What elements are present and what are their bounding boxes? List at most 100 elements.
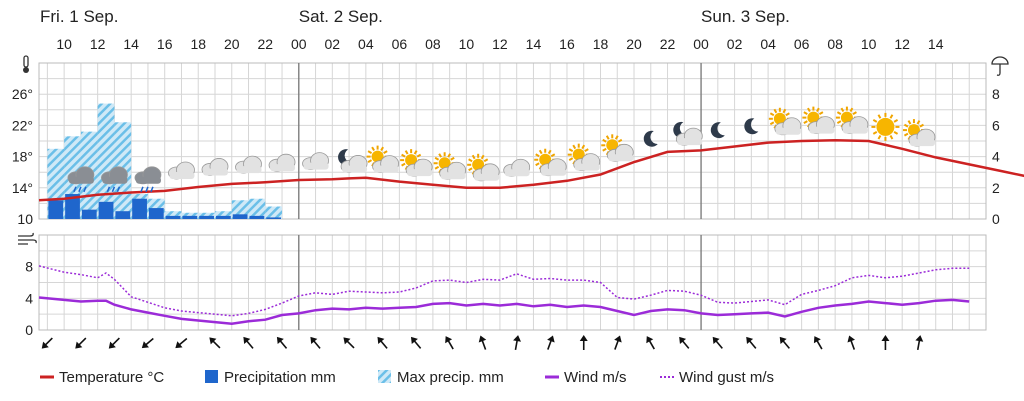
- arrow-head: [679, 336, 687, 345]
- moon-shape: [338, 149, 353, 166]
- umbrella-icon: [991, 56, 1009, 76]
- sun-ray: [852, 111, 857, 115]
- partly-sunny-icon: [601, 134, 634, 162]
- sun-ray: [584, 148, 589, 153]
- arrow-head: [813, 336, 821, 344]
- arrow-head: [410, 336, 418, 345]
- partly-sunny-icon: [433, 152, 467, 180]
- rain-drop: [145, 186, 149, 193]
- rain-drop: [116, 186, 121, 193]
- hour-tick-label: 22: [257, 36, 273, 52]
- partly-sunny-icon: [467, 153, 500, 182]
- moon-shape: [710, 122, 725, 139]
- wind-direction-arrow: [243, 336, 254, 349]
- cloud-shape: [504, 169, 530, 177]
- wind-direction-arrow: [881, 335, 890, 350]
- wind-direction-arrow: [75, 337, 87, 349]
- precipitation-bar: [266, 217, 282, 219]
- wind-direction-arrow: [847, 335, 856, 350]
- sun-ray: [480, 154, 485, 160]
- wind-direction-arrow: [679, 336, 690, 349]
- wind-icon: [18, 232, 37, 245]
- legend-swatch: [378, 370, 391, 383]
- moon-shape: [643, 130, 658, 147]
- arrow-head: [377, 336, 385, 345]
- wind-direction-arrow: [579, 335, 588, 350]
- wind-tick-label: 0: [25, 322, 33, 338]
- rain-drop: [111, 186, 116, 193]
- arrow-head: [746, 336, 754, 345]
- wind-tick-label: 4: [25, 290, 33, 306]
- temperature-tick-label: 22°: [12, 117, 33, 133]
- legend: Temperature °C Precipitation mm Max precip…: [40, 369, 774, 386]
- sun-ray: [903, 132, 909, 137]
- sun-ray: [367, 159, 373, 163]
- hour-tick-label: 00: [291, 36, 307, 52]
- sun-ray: [782, 108, 787, 114]
- rain-drop: [78, 186, 82, 193]
- hour-tick-label: 08: [425, 36, 441, 52]
- sun-ray: [836, 120, 842, 124]
- arrow-head: [915, 335, 924, 342]
- arrow-head: [646, 336, 654, 344]
- arrow-head: [547, 335, 555, 343]
- sun-ray: [907, 120, 912, 125]
- wind-tick-label: 8: [25, 259, 33, 275]
- sun-ray: [416, 153, 422, 158]
- arrow-head: [276, 336, 284, 345]
- sun-ray: [371, 146, 375, 152]
- precipitation-bar: [182, 215, 198, 219]
- cloud-shape: [608, 154, 634, 162]
- sun-ray: [535, 162, 540, 167]
- max-precipitation-bar: [248, 198, 266, 219]
- sun-ray: [550, 153, 556, 158]
- wind-direction-arrow: [41, 337, 53, 349]
- wind-direction-arrow: [478, 335, 487, 350]
- rain-drop: [106, 186, 111, 193]
- series-lines: [38, 138, 1024, 325]
- sun-disc: [606, 139, 619, 152]
- weather-icons: [67, 106, 936, 193]
- legend-label: Wind m/s: [564, 369, 627, 386]
- precipitation-tick-label: 4: [992, 149, 1000, 165]
- sun-ray: [872, 131, 878, 135]
- arrow-head: [75, 341, 83, 349]
- sun-ray: [614, 135, 619, 140]
- sun-ray: [785, 112, 790, 117]
- cloud-icon: [168, 161, 195, 180]
- sun-disc: [773, 112, 786, 125]
- sun-ray: [450, 156, 455, 161]
- legend-label: Max precip. mm: [397, 369, 504, 386]
- arrow-head: [343, 337, 351, 345]
- sun-ray: [413, 150, 418, 155]
- sun-ray: [773, 108, 778, 114]
- cloud-icon: [201, 158, 229, 176]
- partly-sunny-icon: [768, 107, 802, 136]
- sun-disc: [539, 153, 552, 166]
- cloud-shape: [169, 171, 195, 179]
- partly-cloudy-night-icon: [673, 121, 703, 146]
- sun-ray: [447, 153, 452, 158]
- hour-tick-label: 12: [90, 36, 106, 52]
- day-label: Sat. 2 Sep.: [299, 7, 383, 26]
- arrow-head: [513, 335, 521, 342]
- arrow-head: [209, 337, 217, 345]
- wind-direction-arrow: [646, 336, 655, 350]
- cloud-shape: [909, 139, 935, 147]
- precipitation-bar: [148, 208, 164, 219]
- precipitation-bar: [115, 211, 131, 219]
- hour-tick-label: 02: [325, 36, 341, 52]
- partly-sunny-icon: [835, 106, 869, 135]
- temperature-line: [38, 138, 1024, 202]
- thermometer-icon: [23, 67, 29, 73]
- arrow-head: [779, 336, 787, 345]
- cloud-icon: [503, 158, 531, 177]
- cloud-icon: [302, 152, 329, 171]
- cloud-shape: [135, 176, 161, 184]
- moon-shape: [673, 121, 688, 138]
- precipitation-tick-label: 2: [992, 180, 1000, 196]
- hour-tick-label: 06: [392, 36, 408, 52]
- sun-ray: [840, 107, 845, 113]
- sun-disc: [371, 150, 384, 163]
- arrow-head: [41, 341, 49, 349]
